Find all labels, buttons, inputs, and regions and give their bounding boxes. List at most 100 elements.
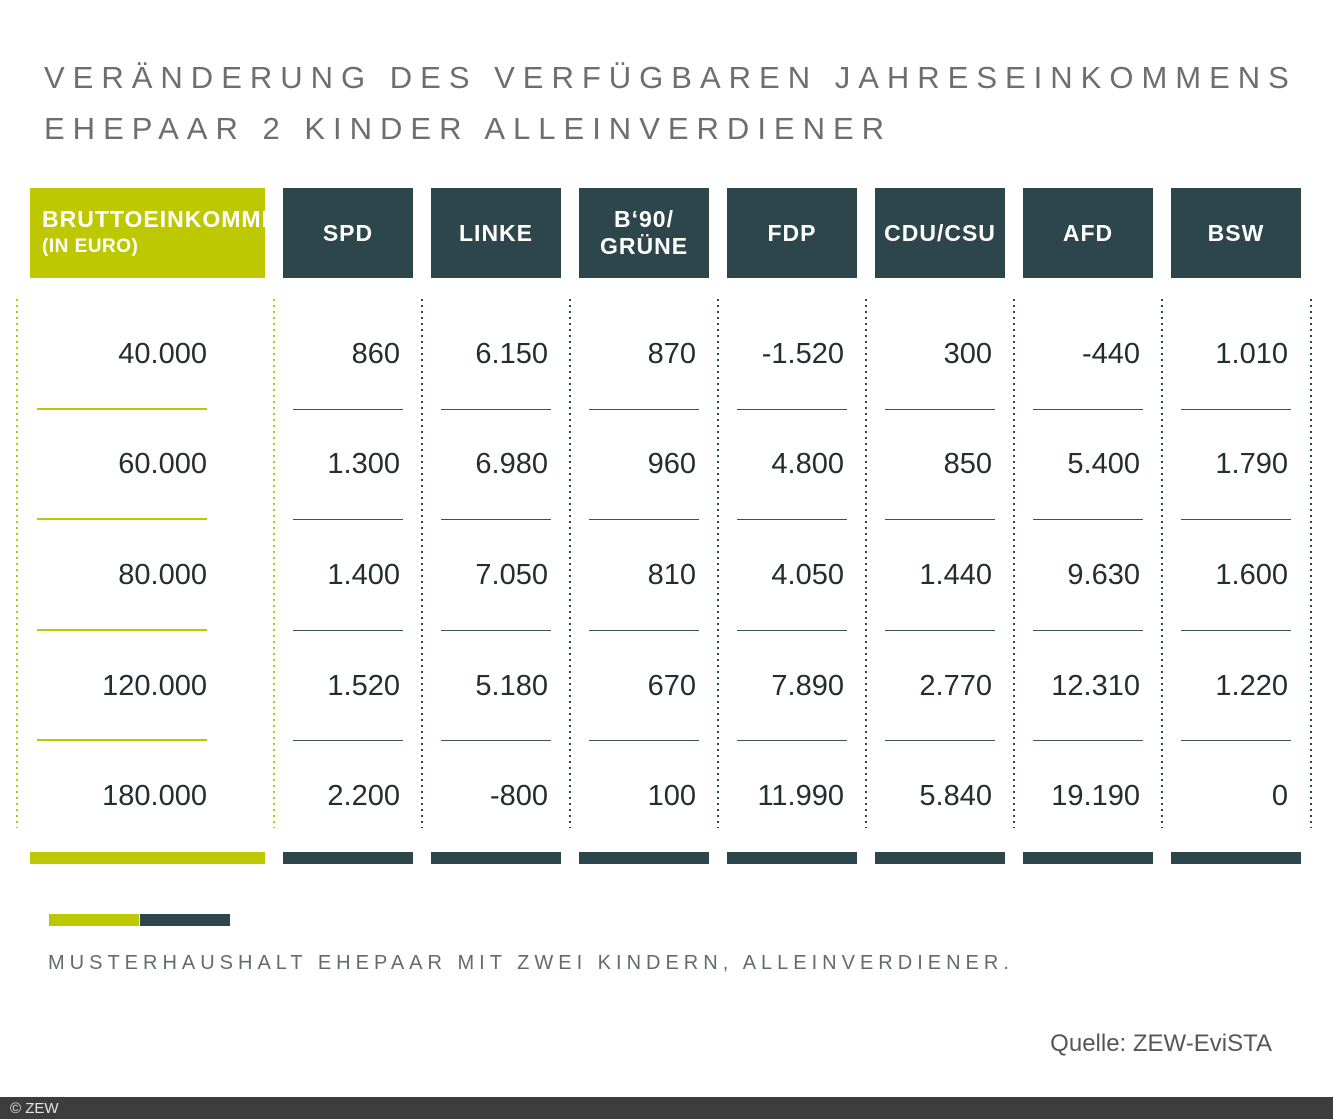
footer-bar: © ZEW (0, 1097, 1333, 1119)
column-divider (1161, 299, 1163, 828)
row-underline (1181, 519, 1291, 521)
value-cell-fdp: 11.990 (727, 741, 857, 852)
cell-value: 2.770 (919, 669, 992, 702)
income-cell: 60.000 (30, 410, 265, 521)
cell-value: 7.050 (475, 558, 548, 591)
table-row: 180.000 2.200 -800 100 11.990 5.840 19.1… (30, 741, 1301, 852)
cell-value: -440 (1081, 337, 1140, 370)
bottom-bar-afd (1023, 852, 1153, 864)
cell-value: 1.400 (327, 558, 400, 591)
row-underline (589, 408, 699, 410)
row-underline (885, 408, 995, 410)
column-header-afd: AFD (1023, 188, 1153, 278)
value-cell-linke: -800 (431, 741, 561, 852)
legend-swatch-teal (140, 914, 230, 926)
row-underline (1181, 740, 1291, 742)
cell-value: 1.440 (919, 558, 992, 591)
bottom-bar-cdu-csu (875, 852, 1005, 864)
column-header-cdu-csu: CDU/CSU (875, 188, 1005, 278)
table-body: 40.000 860 6.150 870 -1.520 300 -440 1.0… (16, 299, 1312, 852)
column-divider (273, 299, 275, 828)
column-divider (865, 299, 867, 828)
row-underline (737, 408, 847, 410)
cell-value: 1.600 (1215, 558, 1288, 591)
cell-value: -1.520 (761, 337, 844, 370)
page-title: VERÄNDERUNG DES VERFÜGBAREN JAHRESEINKOM… (44, 52, 1297, 154)
cell-value: 80.000 (118, 558, 207, 591)
footnote-text: MUSTERHAUSHALT EHEPAAR MIT ZWEI KINDERN,… (48, 952, 1014, 974)
cell-value: 9.630 (1067, 558, 1140, 591)
cell-value: 12.310 (1051, 669, 1140, 702)
value-cell-gruene: 670 (579, 631, 709, 742)
column-header-bruttoeinkommen: BRUTTOEINKOMMEN (IN EURO) (30, 188, 295, 278)
cell-value: 5.840 (919, 780, 992, 813)
column-header-linke: LINKE (431, 188, 561, 278)
row-underline (441, 519, 551, 521)
cell-value: 960 (647, 448, 696, 481)
bottom-bar-gruene (579, 852, 709, 864)
cell-value: 40.000 (118, 337, 207, 370)
row-underline (293, 740, 403, 742)
value-cell-spd: 2.200 (283, 741, 413, 852)
title-line-1: VERÄNDERUNG DES VERFÜGBAREN JAHRESEINKOM… (44, 60, 1297, 95)
income-cell: 120.000 (30, 631, 265, 742)
row-underline (1181, 629, 1291, 631)
table-row: 40.000 860 6.150 870 -1.520 300 -440 1.0… (30, 299, 1301, 410)
cell-value: 2.200 (327, 780, 400, 813)
table-header-row: BRUTTOEINKOMMEN (IN EURO) SPD LINKE B‘90… (30, 188, 1301, 278)
cell-value: 100 (647, 780, 696, 813)
row-underline (1033, 408, 1143, 410)
income-change-table: BRUTTOEINKOMMEN (IN EURO) SPD LINKE B‘90… (16, 188, 1312, 864)
value-cell-cdu-csu: 1.440 (875, 520, 1005, 631)
income-cell: 80.000 (30, 520, 265, 631)
row-underline (1033, 740, 1143, 742)
column-header-gruene: B‘90/ GRÜNE (579, 188, 709, 278)
title-line-2: EHEPAAR 2 KINDER ALLEINVERDIENER (44, 111, 893, 146)
value-cell-fdp: -1.520 (727, 299, 857, 410)
cell-value: 120.000 (102, 669, 207, 702)
bottom-bar-fdp (727, 852, 857, 864)
cell-value: 11.990 (757, 780, 844, 813)
cell-value: 4.050 (771, 558, 844, 591)
cell-value: 300 (943, 337, 992, 370)
income-header-title: BRUTTOEINKOMMEN (42, 206, 296, 232)
cell-value: 1.520 (327, 669, 400, 702)
value-cell-cdu-csu: 2.770 (875, 631, 1005, 742)
income-header-subtitle: (IN EURO) (42, 236, 139, 257)
value-cell-gruene: 870 (579, 299, 709, 410)
cell-value: 5.400 (1067, 448, 1140, 481)
value-cell-linke: 7.050 (431, 520, 561, 631)
cell-value: -800 (489, 780, 548, 813)
cell-value: 180.000 (102, 780, 207, 813)
row-underline (885, 519, 995, 521)
value-cell-bsw: 1.600 (1171, 520, 1301, 631)
row-underline (885, 629, 995, 631)
column-header-fdp: FDP (727, 188, 857, 278)
row-underline (589, 519, 699, 521)
bottom-bar-income (30, 852, 265, 864)
column-divider (717, 299, 719, 828)
table-row: 80.000 1.400 7.050 810 4.050 1.440 9.630… (30, 520, 1301, 631)
row-underline (293, 629, 403, 631)
value-cell-gruene: 960 (579, 410, 709, 521)
cell-value: 850 (943, 448, 992, 481)
row-underline (37, 407, 207, 410)
row-underline (441, 740, 551, 742)
value-cell-spd: 860 (283, 299, 413, 410)
row-underline (1033, 519, 1143, 521)
column-divider (16, 299, 18, 828)
row-underline (37, 518, 207, 521)
value-cell-gruene: 100 (579, 741, 709, 852)
cell-value: 1.790 (1215, 448, 1288, 481)
column-divider (569, 299, 571, 828)
bottom-bar-spd (283, 852, 413, 864)
cell-value: 670 (647, 669, 696, 702)
income-cell: 180.000 (30, 741, 265, 852)
cell-value: 19.190 (1051, 780, 1140, 813)
bottom-bar-bsw (1171, 852, 1301, 864)
cell-value: 870 (647, 337, 696, 370)
cell-value: 1.220 (1215, 669, 1288, 702)
column-header-bsw: BSW (1171, 188, 1301, 278)
legend (49, 914, 230, 926)
column-divider (1013, 299, 1015, 828)
